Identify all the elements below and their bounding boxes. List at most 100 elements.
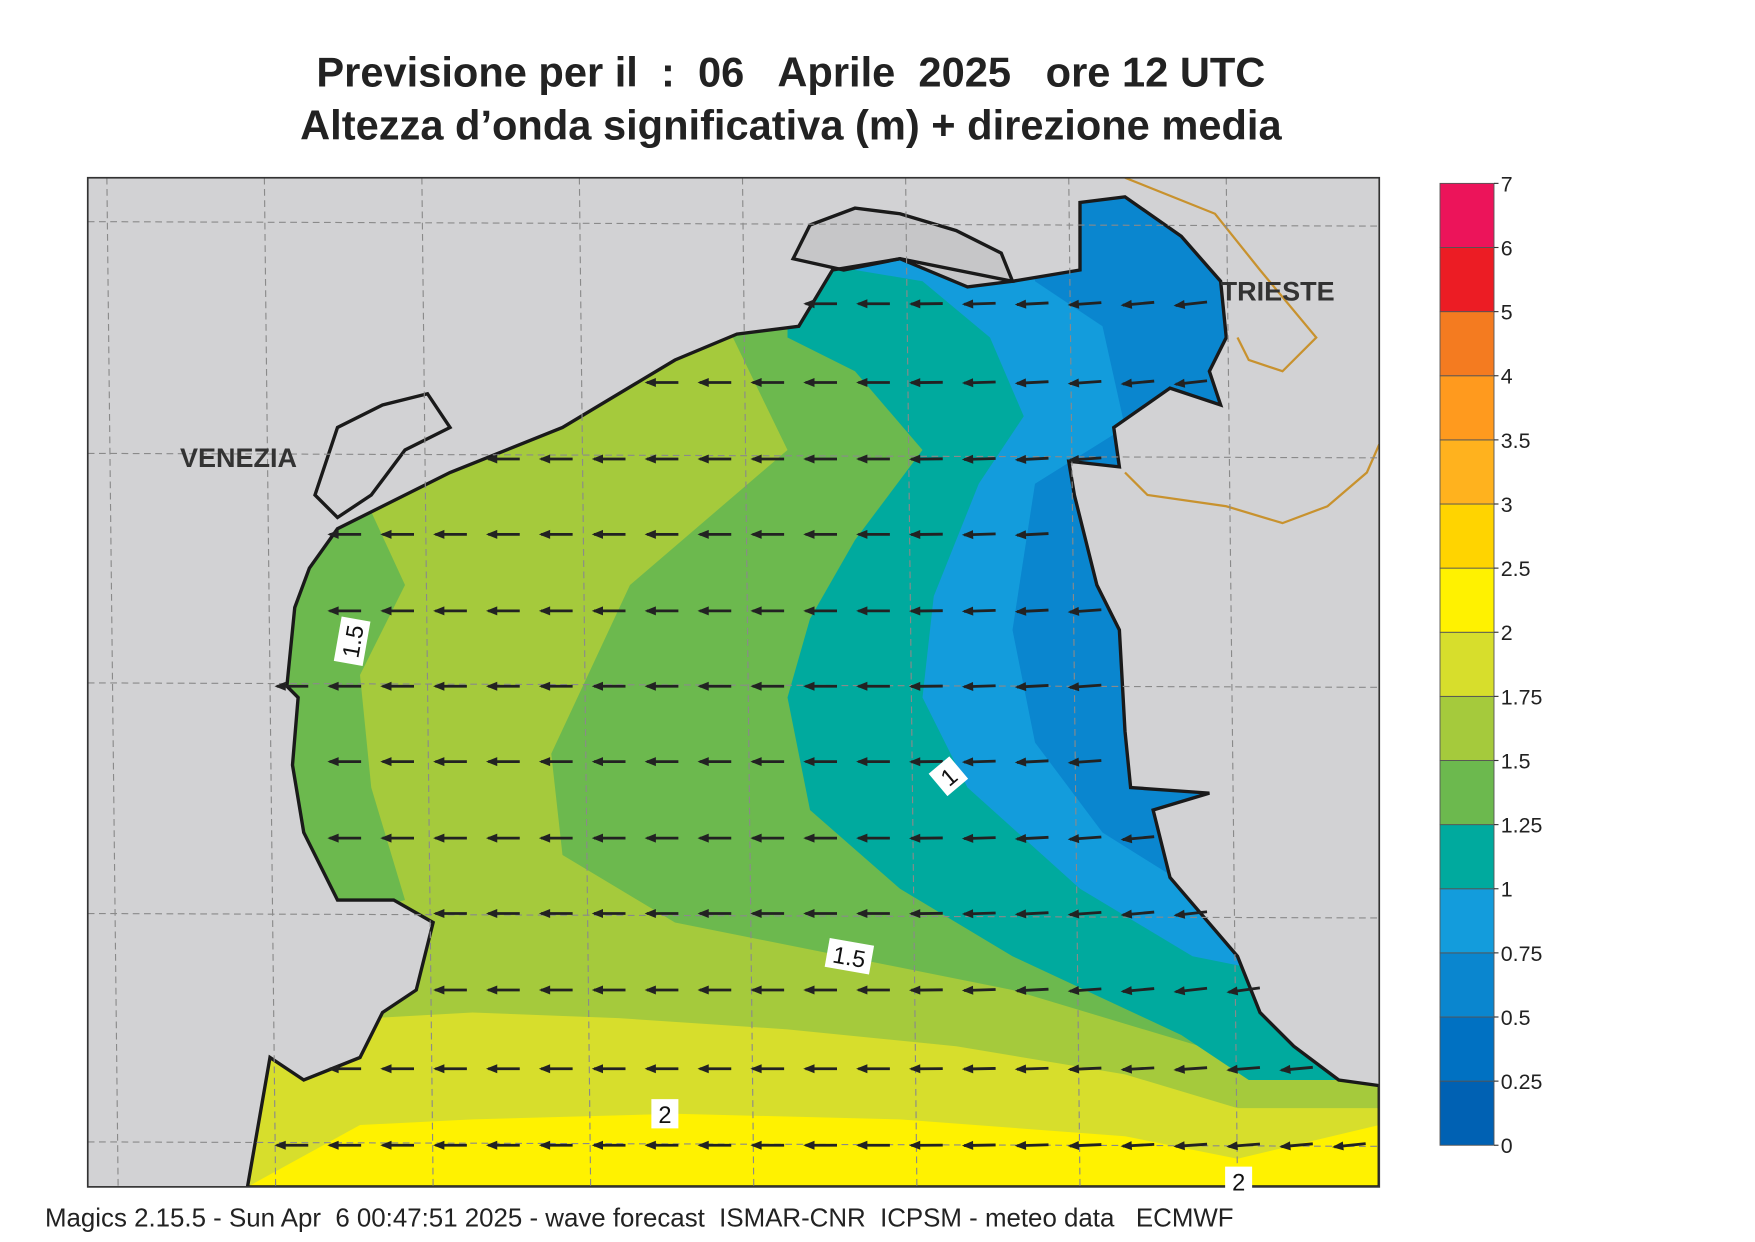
arrow-head — [1014, 682, 1027, 692]
arrow-head — [380, 606, 392, 616]
arrow — [644, 985, 679, 995]
arrow — [961, 530, 996, 540]
arrow — [274, 681, 309, 691]
arrow-head — [433, 1140, 445, 1150]
arrow-head — [961, 606, 974, 616]
border — [1124, 177, 1318, 373]
arrow — [1173, 1141, 1208, 1151]
arrow — [803, 757, 837, 767]
arrow-head — [909, 529, 921, 539]
arrow-head — [591, 757, 603, 767]
arrow — [327, 529, 362, 539]
arrow-head — [909, 1140, 921, 1150]
colorbar-label: 1.25 — [1501, 814, 1543, 838]
arrow — [856, 378, 890, 387]
colorbar-label: 0.25 — [1501, 1070, 1543, 1094]
arrow — [697, 757, 732, 767]
arrow-head — [750, 378, 762, 387]
arrow — [274, 1140, 309, 1150]
arrow-head — [1014, 985, 1027, 995]
arrow — [909, 681, 943, 691]
arrow-head — [750, 529, 762, 539]
arrow — [697, 1064, 732, 1074]
arrow — [644, 833, 679, 843]
arrow-head — [697, 1140, 709, 1150]
arrow-head — [486, 833, 498, 843]
arrow-head — [803, 529, 815, 539]
arrow-head — [486, 909, 498, 918]
arrow — [1120, 834, 1155, 844]
arrow — [961, 299, 996, 309]
arrow-head — [1067, 299, 1080, 309]
arrow-head — [697, 529, 709, 539]
colorbar-label: 0.5 — [1501, 1006, 1531, 1030]
arrow — [856, 529, 890, 539]
arrow-head — [380, 1064, 392, 1074]
arrow-head — [1014, 1064, 1027, 1074]
arrow — [1332, 1141, 1366, 1151]
arrow-head — [856, 681, 868, 691]
arrow-head — [697, 454, 709, 464]
arrow — [803, 1064, 837, 1074]
arrow — [433, 909, 467, 918]
arrow-head — [697, 606, 709, 616]
arrow — [1120, 1141, 1155, 1151]
arrow-head — [909, 681, 921, 691]
arrow — [750, 1064, 785, 1074]
graticule — [87, 177, 1380, 1187]
arrow-head — [697, 909, 709, 918]
arrow-head — [1067, 834, 1080, 844]
arrow — [380, 833, 414, 843]
arrow — [909, 757, 943, 767]
arrow — [697, 1140, 732, 1150]
colorbar-segment — [1439, 247, 1495, 313]
arrow-head — [1067, 1064, 1080, 1074]
arrow-head — [909, 757, 921, 767]
arrow — [961, 681, 996, 691]
arrow-head — [750, 909, 762, 918]
arrow-head — [750, 985, 762, 995]
arrow-head — [803, 1064, 815, 1074]
arrow-head — [327, 529, 339, 539]
arrow-head — [961, 378, 974, 388]
map — [87, 177, 1380, 1187]
arrow-head — [961, 530, 974, 540]
arrow — [697, 378, 732, 387]
arrow-head — [380, 757, 392, 767]
arrow-head — [591, 606, 603, 616]
arrow — [1067, 606, 1102, 616]
arrow — [961, 378, 996, 388]
arrow-head — [486, 1140, 498, 1150]
arrow-head — [1014, 299, 1027, 309]
arrow — [1120, 909, 1155, 919]
arrow — [697, 454, 732, 464]
arrow — [644, 606, 679, 616]
arrow-head — [961, 454, 974, 464]
arrow-head — [1173, 300, 1186, 309]
arrow — [327, 681, 362, 691]
graticule-line — [87, 221, 1380, 227]
arrow-head — [538, 681, 551, 691]
arrow-head — [1120, 834, 1133, 844]
arrow-head — [697, 833, 709, 843]
arrow — [961, 1140, 996, 1150]
colorbar-segment — [1439, 311, 1495, 377]
arrow — [856, 299, 890, 309]
arrow — [591, 1140, 626, 1150]
graticule-line — [87, 452, 1380, 459]
arrow-head — [856, 985, 868, 995]
graticule-line — [87, 912, 1380, 919]
arrow — [1173, 1064, 1208, 1074]
arrow — [538, 985, 573, 995]
arrow — [1014, 985, 1049, 995]
arrow-head — [856, 529, 868, 539]
title-line-2: Altezza d’onda significativa (m) + direz… — [300, 102, 1282, 149]
arrow-head — [803, 833, 815, 843]
arrow-head — [1014, 909, 1027, 919]
arrow — [856, 454, 890, 464]
contour-label-text: 2 — [658, 1103, 671, 1129]
arrow-head — [961, 299, 974, 309]
arrow — [1014, 833, 1049, 843]
